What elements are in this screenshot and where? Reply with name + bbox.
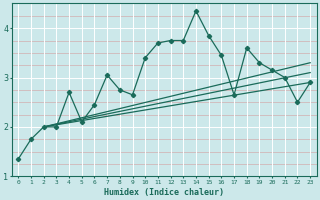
X-axis label: Humidex (Indice chaleur): Humidex (Indice chaleur)	[104, 188, 224, 197]
